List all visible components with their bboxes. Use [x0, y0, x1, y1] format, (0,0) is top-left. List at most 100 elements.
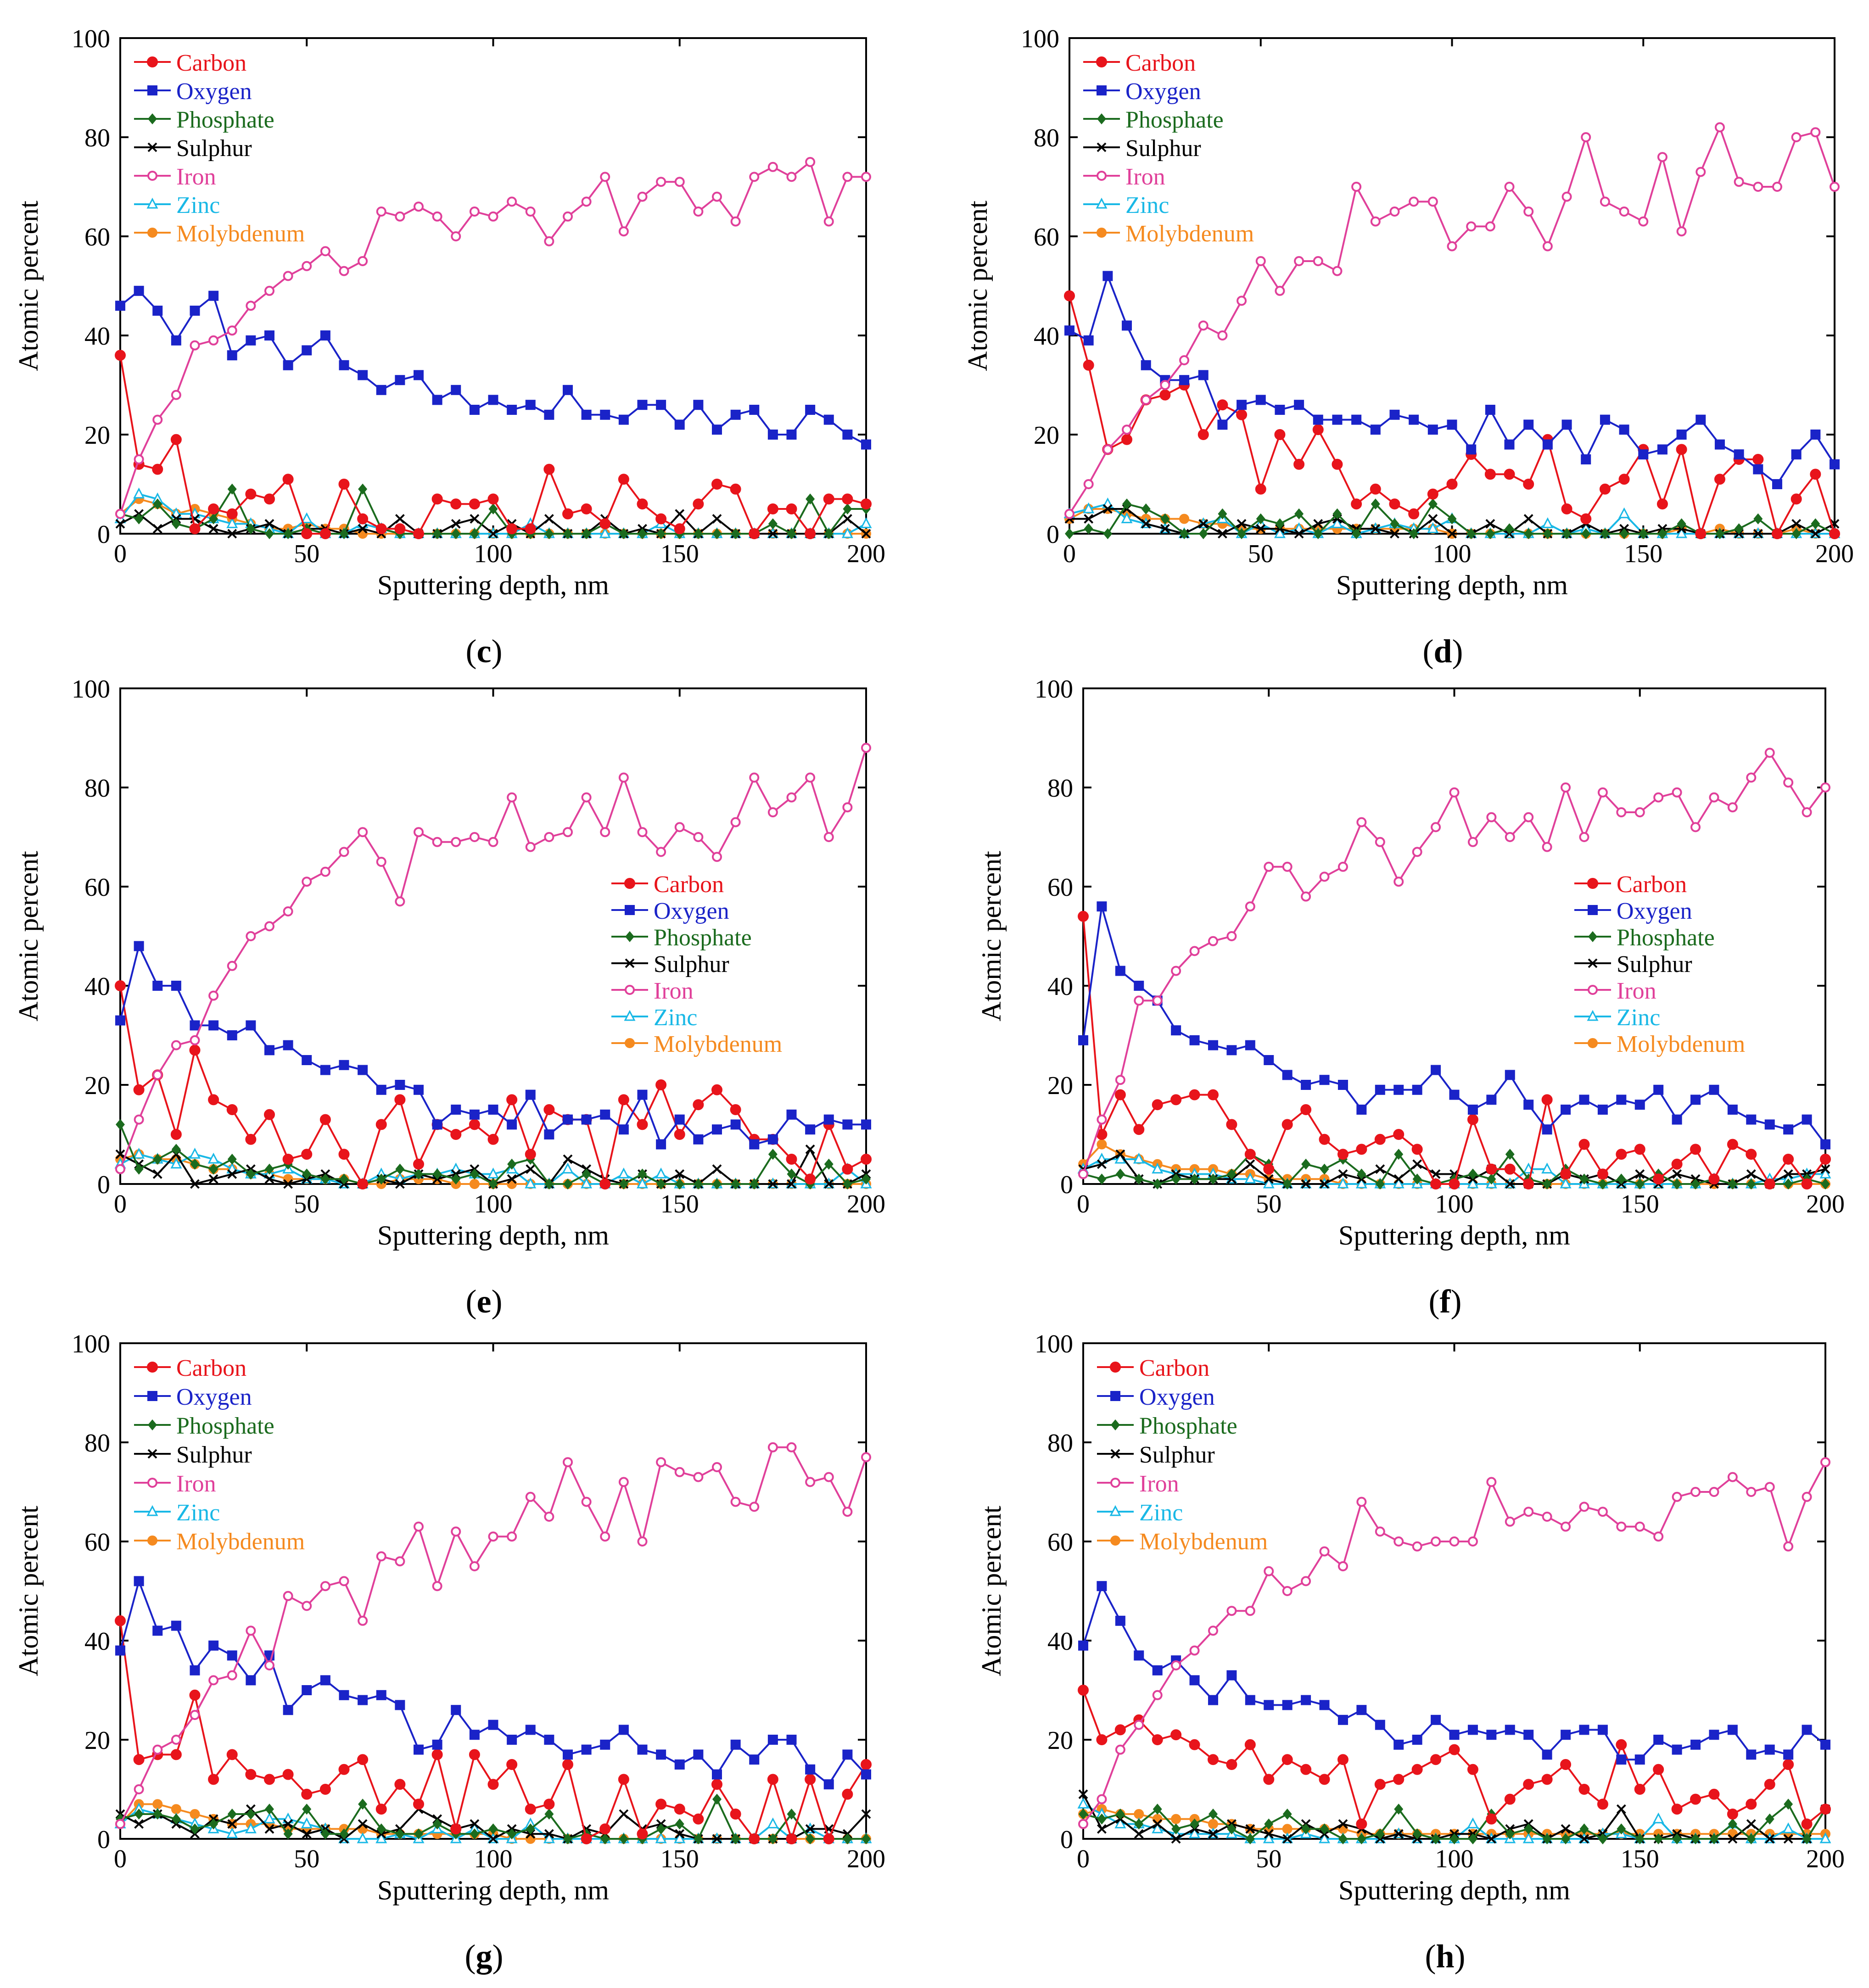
data-point-carbon: [1541, 1094, 1553, 1106]
legend-label-molybdenum: Molybdenum: [1125, 221, 1254, 247]
data-point-sulphur: [1485, 519, 1495, 529]
data-point-iron: [1542, 842, 1552, 852]
legend-marker-sulphur: [1588, 958, 1598, 968]
data-point-iron: [451, 231, 461, 241]
data-point-oxygen: [115, 301, 125, 311]
data-point-zinc: [860, 517, 872, 528]
data-point-iron: [1245, 901, 1255, 912]
data-point-phosphate: [1103, 528, 1113, 539]
data-point-carbon: [1653, 1173, 1664, 1185]
data-point-iron: [115, 1164, 125, 1174]
data-point-iron: [786, 792, 797, 803]
data-point-carbon: [1374, 1779, 1386, 1790]
data-point-phosphate: [712, 1178, 722, 1189]
y-tick-label: 100: [72, 1330, 110, 1358]
data-point-oxygen: [432, 1739, 442, 1750]
data-point-phosphate: [675, 1818, 684, 1830]
data-point-phosphate: [116, 1119, 125, 1130]
data-point-zinc: [1189, 1827, 1201, 1838]
data-point-iron: [786, 1442, 797, 1452]
data-point-phosphate: [432, 1168, 442, 1180]
data-point-oxygen: [1141, 360, 1151, 370]
data-point-carbon: [543, 1798, 555, 1810]
data-point-iron: [1696, 167, 1706, 177]
data-point-sulphur: [264, 1824, 274, 1834]
data-point-oxygen: [749, 1754, 760, 1765]
data-point-oxygen: [1657, 444, 1668, 455]
data-point-iron: [544, 1512, 554, 1522]
data-point-phosphate: [395, 1828, 405, 1840]
legend: CarbonOxygenPhosphateSulphurIronZincMoly…: [134, 50, 305, 247]
y-tick-label: 0: [97, 520, 110, 549]
legend-label-carbon: Carbon: [176, 50, 246, 76]
x-tick-label: 0: [1077, 1845, 1090, 1873]
data-point-oxygen: [842, 430, 853, 440]
y-tick-label: 100: [1035, 675, 1073, 704]
data-point-iron: [823, 216, 834, 227]
data-point-carbon: [1616, 1739, 1627, 1750]
legend: CarbonOxygenPhosphateSulphurIronZincMoly…: [1097, 1355, 1268, 1555]
data-point-iron: [152, 1070, 163, 1080]
data-point-oxygen: [488, 1105, 498, 1115]
data-point-iron: [320, 1581, 330, 1592]
data-point-iron: [1616, 1521, 1627, 1532]
legend-marker-molybdenum: [147, 1536, 157, 1546]
data-point-carbon: [1580, 513, 1592, 525]
data-point-sulphur: [712, 1834, 722, 1844]
data-point-oxygen: [1198, 370, 1209, 380]
x-tick-label: 200: [847, 1190, 885, 1218]
legend-marker-oxygen: [1588, 905, 1598, 915]
data-point-molybdenum: [1171, 1814, 1181, 1824]
legend-marker-sulphur: [625, 958, 635, 968]
data-point-oxygen: [1764, 1744, 1775, 1755]
data-point-carbon: [357, 513, 369, 525]
data-point-sulphur: [395, 1179, 405, 1189]
legend-label-zinc: Zinc: [1125, 192, 1169, 218]
data-point-oxygen: [414, 370, 424, 380]
data-point-phosphate: [1282, 1809, 1292, 1820]
data-point-carbon: [1676, 444, 1687, 455]
data-point-iron: [115, 1819, 125, 1829]
data-point-oxygen: [1486, 1095, 1497, 1105]
y-axis-label: Atomic percent: [13, 201, 44, 371]
data-point-oxygen: [1282, 1070, 1293, 1080]
data-point-phosphate: [246, 523, 256, 535]
data-point-carbon: [655, 513, 667, 525]
data-point-carbon: [842, 493, 853, 505]
data-point-oxygen: [1226, 1045, 1237, 1055]
data-point-phosphate: [1160, 513, 1170, 525]
data-point-iron: [339, 1576, 349, 1586]
data-point-carbon: [506, 523, 518, 535]
data-point-iron: [544, 832, 554, 842]
data-point-oxygen: [1746, 1114, 1757, 1125]
data-point-phosphate: [1097, 1813, 1107, 1825]
data-point-iron: [432, 211, 442, 222]
data-point-iron: [283, 906, 293, 916]
data-point-carbon: [431, 493, 443, 505]
data-point-iron: [208, 990, 219, 1001]
data-point-phosphate: [1122, 498, 1132, 510]
x-tick-label: 0: [1063, 540, 1076, 568]
data-point-carbon: [264, 1774, 275, 1785]
data-point-sulphur: [1746, 1169, 1756, 1179]
data-point-zinc: [1077, 1798, 1089, 1809]
data-point-phosphate: [1115, 1809, 1125, 1820]
data-point-carbon: [170, 1129, 182, 1140]
data-point-iron: [1802, 1491, 1812, 1502]
data-point-phosphate: [1654, 1833, 1663, 1844]
data-point-phosphate: [1412, 1173, 1422, 1185]
data-point-phosphate: [171, 518, 181, 530]
data-point-iron: [1579, 832, 1589, 842]
data-point-iron: [1634, 807, 1645, 817]
y-tick-label: 40: [1047, 972, 1073, 1001]
data-point-sulphur: [1810, 529, 1820, 539]
data-point-carbon: [1708, 1173, 1720, 1185]
legend-label-iron: Iron: [1139, 1471, 1179, 1497]
data-point-carbon: [1281, 1119, 1293, 1130]
data-point-oxygen: [1634, 1100, 1645, 1110]
data-point-carbon: [1449, 1178, 1460, 1189]
series-iron: [115, 157, 871, 519]
data-point-carbon: [1337, 1149, 1349, 1160]
data-point-carbon: [413, 1158, 424, 1170]
data-point-iron: [1332, 266, 1343, 276]
